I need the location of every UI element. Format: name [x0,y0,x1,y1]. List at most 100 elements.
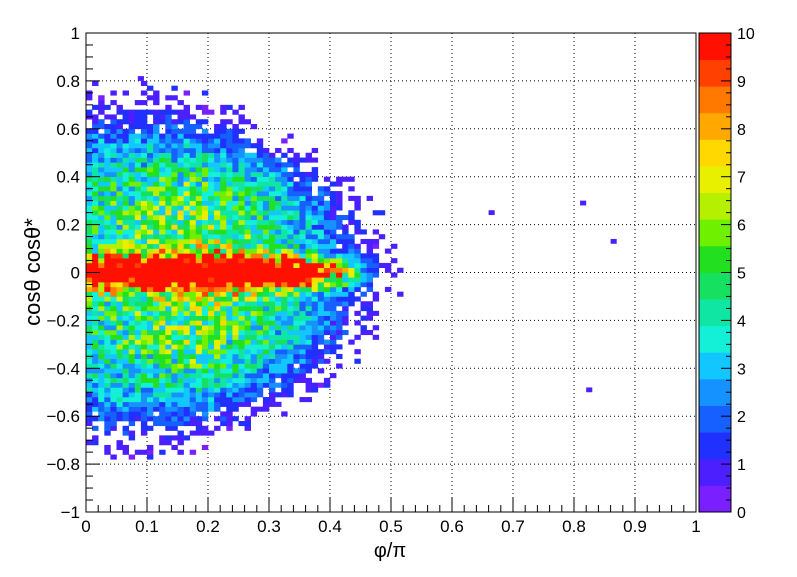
heatmap-cell [214,147,221,154]
heatmap-cell [92,344,99,350]
heatmap-cell [177,430,184,436]
heatmap-cell [122,176,129,182]
heatmap-cell [183,157,190,163]
heatmap-cell [330,195,337,201]
heatmap-cell [256,334,264,340]
heatmap-cell [153,157,160,163]
heatmap-cell [171,224,178,230]
heatmap-cell [165,310,172,316]
heatmap-cell [238,243,245,249]
heatmap-cell [104,286,111,292]
heatmap-cell [104,124,111,130]
heatmap-cell [287,387,294,393]
heatmap-cell [275,368,282,374]
heatmap-cell [214,282,221,288]
heatmap-cell [250,377,258,383]
heatmap-cell [116,382,123,388]
heatmap-cell [275,262,282,269]
heatmap-cell [201,272,209,278]
heatmap-cell [226,104,233,110]
heatmap-cell [128,138,136,144]
heatmap-cell [165,358,172,364]
heatmap-cell [311,306,319,312]
heatmap-cell [92,128,99,134]
heatmap-cell [128,143,136,149]
heatmap-cell [195,282,203,288]
heatmap-cell [299,200,306,206]
heatmap-cell [92,334,99,340]
heatmap-cell [317,368,325,374]
heatmap-cell [92,200,99,206]
heatmap-cell [238,262,245,269]
heatmap-cell [92,339,99,345]
heatmap-cell [250,282,258,288]
heatmap-cell [140,363,148,369]
heatmap-cell [354,200,361,206]
heatmap-cell [195,171,203,177]
heatmap-cell [287,358,294,364]
heatmap-cell [140,124,148,130]
heatmap-cell [281,329,288,336]
heatmap-cell [336,219,343,225]
heatmap-cell [171,200,178,206]
heatmap-cell [244,191,251,197]
heatmap-cell [250,234,258,240]
heatmap-cell [171,392,178,398]
heatmap-cell [311,363,319,369]
heatmap-cell [214,124,221,130]
heatmap-cell [183,267,190,273]
heatmap-cell [183,205,190,211]
heatmap-cell [140,215,148,221]
heatmap-cell [238,368,245,374]
heatmap-cell [122,315,129,321]
heatmap-cell [366,315,373,321]
heatmap-cell [244,258,251,264]
heatmap-cell [128,224,136,230]
heatmap-cell [128,349,136,355]
heatmap-cell [354,253,361,259]
heatmap-cell [275,258,282,264]
heatmap-cell [299,363,306,369]
heatmap-cell [128,296,136,302]
heatmap-cell [147,277,154,283]
heatmap-cell [128,267,136,273]
heatmap-cell [232,291,239,297]
heatmap-cell [153,286,160,292]
heatmap-cell [183,353,190,360]
heatmap-cell [293,215,300,221]
heatmap-cell [128,387,136,393]
heatmap-cell [140,100,148,106]
heatmap-cell [293,334,300,340]
heatmap-cell [92,267,99,273]
heatmap-cell [189,411,197,417]
heatmap-cell [336,296,343,302]
heatmap-cell [128,181,136,187]
heatmap-cell [177,315,184,321]
heatmap-cell [195,301,203,307]
heatmap-cell [189,229,197,235]
heatmap-cell [92,205,99,211]
heatmap-cell [171,401,178,407]
heatmap-cell [232,124,239,130]
heatmap-cell [189,392,197,398]
heatmap-cell [195,267,203,273]
heatmap-cell [147,186,154,192]
heatmap-cell [299,344,306,350]
heatmap-cell [281,344,288,350]
heatmap-cell [128,397,136,403]
heatmap-cell [323,291,331,297]
heatmap-cell [214,277,221,283]
heatmap-cell [220,291,227,297]
heatmap-cell [122,128,129,134]
heatmap-cell [177,358,184,364]
heatmap-cell [171,397,178,403]
heatmap-cell [256,152,264,158]
heatmap-cell [122,349,129,355]
heatmap-cell [250,143,258,149]
heatmap-cell [287,267,294,273]
heatmap-cell [104,210,111,216]
heatmap-cell [147,200,154,206]
heatmap-cell [269,219,276,225]
heatmap-cell [208,258,215,264]
heatmap-cell [86,133,93,139]
